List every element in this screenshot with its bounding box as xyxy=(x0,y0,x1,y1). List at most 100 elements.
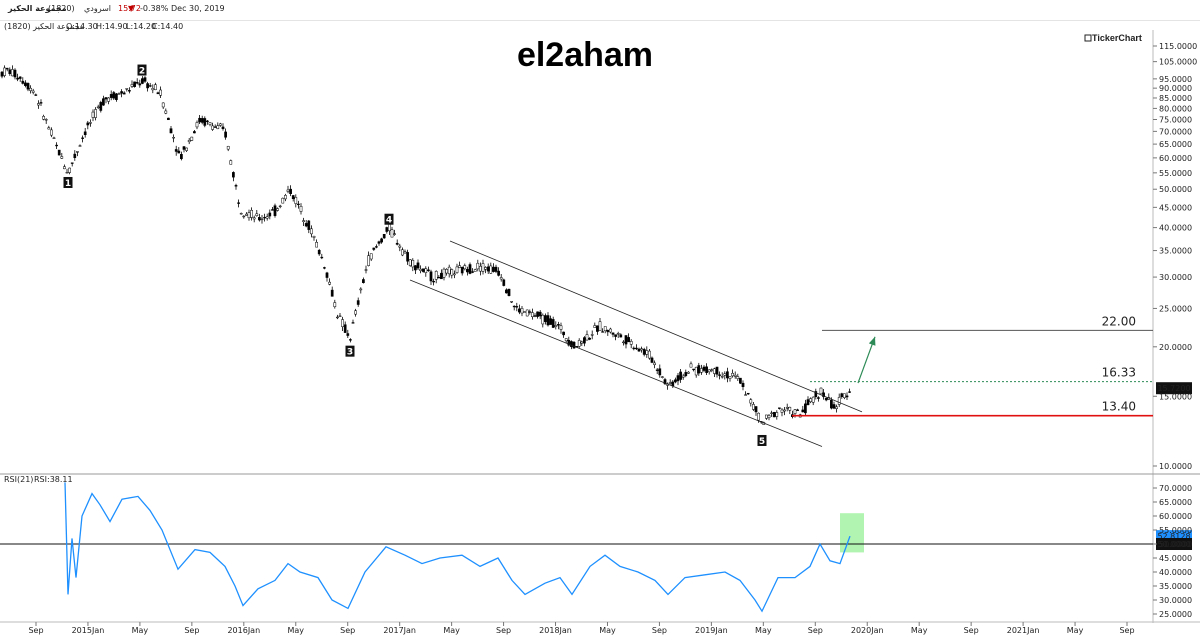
candle-body xyxy=(325,272,329,278)
candlestick xyxy=(216,122,220,130)
candle-body xyxy=(234,185,238,187)
price-panel: 22.00 16.33 13.40 15.7200 1 2 3 4 5 xyxy=(0,64,1192,447)
candle-body xyxy=(401,249,404,256)
candle-body xyxy=(603,326,607,332)
candle-body xyxy=(255,213,259,216)
ohlc-high: H:14.90 xyxy=(96,22,128,31)
candlestick xyxy=(468,262,472,275)
candlestick xyxy=(658,364,662,378)
candle-body xyxy=(520,308,524,314)
candle-body xyxy=(679,371,682,380)
candlestick xyxy=(260,215,264,224)
candlestick xyxy=(445,268,448,276)
candlestick xyxy=(520,305,524,317)
candlestick xyxy=(117,92,121,95)
candlestick xyxy=(141,76,144,85)
candle-body xyxy=(286,189,290,192)
candlestick xyxy=(590,330,594,340)
rsi-tick-label: 70.0000 xyxy=(1159,484,1192,493)
candlestick xyxy=(731,369,734,378)
candle-body xyxy=(562,331,565,336)
candle-body xyxy=(715,366,719,375)
candle-body xyxy=(291,195,295,200)
candlestick xyxy=(648,349,651,360)
candle-body xyxy=(190,136,194,141)
candle-body xyxy=(822,392,825,398)
candlestick xyxy=(692,368,695,372)
rsi-tick-label: 40.0000 xyxy=(1159,568,1192,577)
candlestick xyxy=(206,120,209,125)
candlestick xyxy=(551,316,555,329)
candlestick xyxy=(252,215,256,223)
candlestick xyxy=(325,271,329,282)
candlestick xyxy=(484,266,487,274)
wave-label-text: 3 xyxy=(347,348,353,358)
candlestick xyxy=(414,265,417,275)
candlestick xyxy=(765,414,768,420)
candle-body xyxy=(195,122,199,128)
ohlc-low: L:14.20 xyxy=(126,22,156,31)
x-tick-label: Sep xyxy=(808,626,823,635)
candlestick xyxy=(533,313,537,318)
candle-body xyxy=(619,334,623,338)
candlestick xyxy=(780,408,784,417)
price-tick-label: 115.0000 xyxy=(1159,42,1197,51)
candle-body xyxy=(83,131,87,135)
candlestick xyxy=(161,102,165,110)
candle-body xyxy=(845,395,849,398)
candlestick xyxy=(349,338,352,343)
candle-body xyxy=(216,125,220,130)
candlestick xyxy=(427,266,430,272)
candlestick xyxy=(31,88,35,95)
candlestick xyxy=(801,405,805,413)
candlestick xyxy=(99,100,103,113)
candle-body xyxy=(814,391,818,397)
candle-body xyxy=(211,125,214,130)
candlestick xyxy=(323,266,326,270)
candlestick xyxy=(650,356,654,364)
candlestick xyxy=(299,203,303,215)
candlestick xyxy=(276,207,279,212)
candlestick xyxy=(687,371,690,374)
candle-body xyxy=(681,375,685,378)
candlestick xyxy=(411,258,415,272)
candle-body xyxy=(268,212,272,217)
candle-body xyxy=(68,167,71,173)
candlestick xyxy=(437,275,441,279)
candle-body xyxy=(11,69,14,77)
candle-body xyxy=(830,399,833,409)
candlestick xyxy=(408,259,412,267)
candlestick xyxy=(50,127,53,138)
candlestick xyxy=(354,308,357,317)
candlestick xyxy=(570,340,573,350)
candlestick xyxy=(154,82,157,91)
candle-body xyxy=(99,102,103,111)
candlestick xyxy=(473,268,477,272)
candle-body xyxy=(616,333,620,335)
candlestick xyxy=(744,391,747,396)
candlestick xyxy=(211,122,214,131)
candle-body xyxy=(102,98,105,106)
candle-body xyxy=(138,83,142,86)
candle-body xyxy=(343,324,347,333)
candlestick xyxy=(3,65,6,78)
candle-body xyxy=(252,217,256,220)
candle-body xyxy=(588,337,591,340)
candle-body xyxy=(848,391,851,393)
candlestick xyxy=(255,209,259,217)
candle-body xyxy=(837,397,841,405)
candlestick xyxy=(226,145,230,152)
candle-body xyxy=(843,393,846,398)
candlestick xyxy=(343,321,347,333)
candle-body xyxy=(187,139,191,143)
candlestick xyxy=(11,65,14,77)
candlestick xyxy=(624,335,628,349)
candle-body xyxy=(78,145,82,147)
candlestick xyxy=(377,240,381,246)
candlestick xyxy=(310,225,313,238)
candle-body xyxy=(94,109,97,118)
candlestick xyxy=(44,118,48,124)
candle-body xyxy=(328,281,331,285)
candle-body xyxy=(380,238,383,243)
candlestick xyxy=(375,244,378,249)
